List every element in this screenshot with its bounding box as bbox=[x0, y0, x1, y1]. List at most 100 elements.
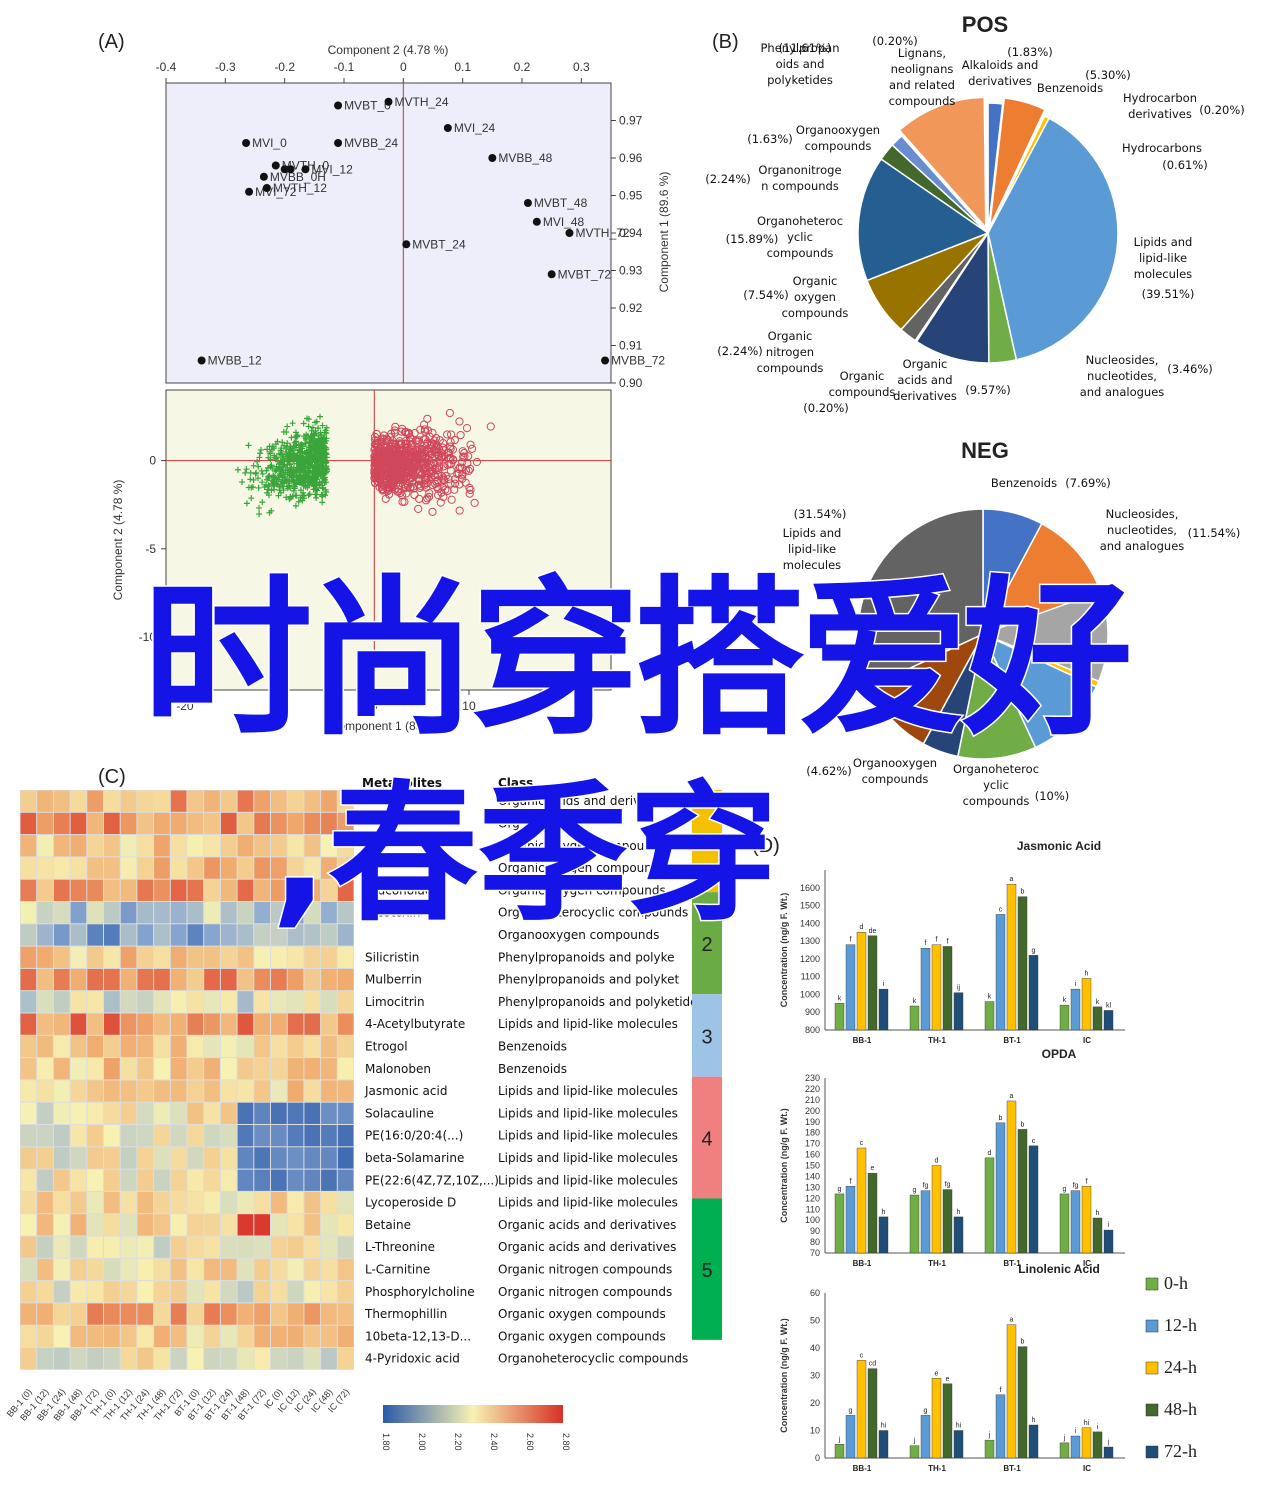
heatmap-cell bbox=[220, 1080, 237, 1102]
bar bbox=[1070, 1435, 1081, 1459]
heatmap-cell bbox=[20, 790, 37, 812]
bar bbox=[1017, 1129, 1028, 1254]
heatmap-cell bbox=[154, 812, 170, 835]
heatmap-column-labels: BB-1 (0)BB-1 (12)BB-1 (24)BB-1 (48)BB-1 … bbox=[5, 1387, 352, 1423]
heatmap-cell bbox=[337, 1325, 354, 1347]
heatmap-cluster-bar bbox=[692, 1076, 722, 1199]
heatmap-cell bbox=[170, 1281, 187, 1303]
heatmap-cell bbox=[321, 879, 337, 901]
heatmap-cell bbox=[271, 968, 287, 991]
heatmap-cell bbox=[70, 857, 87, 879]
heatmap-cell bbox=[321, 924, 337, 946]
heatmap-cell bbox=[187, 924, 204, 946]
bar-letter: h bbox=[882, 1209, 886, 1216]
heatmap-cell bbox=[170, 1191, 187, 1214]
heatmap-header-class: Class bbox=[498, 776, 533, 790]
pie-label: lipid-like bbox=[1139, 251, 1187, 265]
heatmap-cell bbox=[137, 790, 154, 812]
a-bot-circle-point bbox=[422, 483, 431, 492]
a-bot-circle-point bbox=[445, 408, 454, 418]
a-bot-plus-point bbox=[312, 475, 319, 482]
a-bot-circle-point bbox=[461, 478, 470, 487]
heatmap-cell bbox=[37, 1191, 53, 1214]
heatmap-cell bbox=[120, 1303, 137, 1325]
a-bot-circle-point bbox=[381, 443, 390, 452]
heatmap-cell bbox=[37, 1236, 53, 1258]
heatmap-cell bbox=[337, 902, 354, 924]
a-top-point bbox=[547, 270, 556, 279]
bar-ytick-label: 1400 bbox=[800, 918, 820, 928]
a-top-point bbox=[242, 139, 251, 147]
heatmap-cell bbox=[321, 1080, 337, 1102]
a-bot-plus-point bbox=[304, 458, 311, 465]
pie-label: nitrogen bbox=[766, 345, 814, 359]
bar-letter: fg bbox=[945, 1182, 951, 1189]
heatmap-cell bbox=[70, 879, 87, 901]
colorbar-tick-label: 2.00 bbox=[417, 1433, 427, 1451]
bar-ytick-label: 180 bbox=[805, 1128, 820, 1138]
heatmap-cell bbox=[287, 790, 304, 812]
bar-letter: h bbox=[957, 1209, 961, 1216]
heatmap-cell bbox=[170, 1169, 187, 1191]
a-bot-plus-point bbox=[321, 429, 328, 436]
a-bot-plus-point bbox=[289, 420, 296, 427]
heatmap-cell bbox=[187, 790, 204, 812]
a-bot-circle-point bbox=[460, 448, 469, 458]
a-bot-circle-point bbox=[434, 491, 443, 500]
heatmap-cell bbox=[237, 991, 254, 1013]
heatmap-cell bbox=[137, 1058, 154, 1080]
heatmap-cell bbox=[53, 1125, 70, 1147]
bar-letter: f bbox=[947, 938, 949, 945]
heatmap-cell bbox=[204, 1169, 220, 1191]
a-bot-plus-point bbox=[296, 479, 303, 486]
heatmap-cell bbox=[321, 968, 337, 991]
a-bot-plus-point bbox=[242, 469, 249, 476]
heatmap-cell bbox=[204, 1303, 220, 1325]
bar-letter: d bbox=[988, 1150, 992, 1157]
a-top-point-label: MVBB_12 bbox=[208, 354, 262, 368]
heatmap-cell bbox=[170, 1058, 187, 1080]
heatmap-cell bbox=[321, 835, 337, 857]
a-bot-plus-point bbox=[254, 458, 261, 465]
a-top-xtick-label: 0 bbox=[400, 60, 407, 74]
a-top-point bbox=[271, 161, 280, 170]
a-bot-circle-point bbox=[411, 436, 420, 445]
pie-label: derivatives bbox=[893, 389, 957, 403]
bar-ytick-label: 70 bbox=[810, 1248, 820, 1258]
heatmap-cell bbox=[220, 1191, 237, 1214]
a-bot-circle-point bbox=[460, 452, 469, 462]
bar-letter: a bbox=[1010, 1317, 1014, 1324]
heatmap-cell bbox=[154, 1325, 170, 1347]
heatmap-cell bbox=[20, 1214, 37, 1236]
a-bot-plus-point bbox=[305, 492, 312, 499]
a-bot-circle-point bbox=[404, 428, 414, 438]
heatmap-cell bbox=[170, 1236, 187, 1258]
heatmap-cell bbox=[20, 1258, 37, 1281]
pie-percent: (31.54%) bbox=[794, 507, 847, 521]
heatmap-cell bbox=[137, 812, 154, 835]
heatmap-cell bbox=[154, 879, 170, 901]
bar bbox=[931, 1165, 942, 1254]
heatmap-cell bbox=[20, 1102, 37, 1124]
bar bbox=[1006, 884, 1017, 1031]
heatmap-cell bbox=[287, 1281, 304, 1303]
a-bot-plus-point bbox=[279, 480, 286, 487]
a-bot-circle-point bbox=[440, 451, 449, 460]
heatmap-metabolite-label: 4-Acetylbutyrate bbox=[365, 1017, 465, 1031]
bar-ylabel: Concentration (ng/g F. Wt.) bbox=[779, 1318, 789, 1432]
heatmap-cell bbox=[237, 1348, 254, 1370]
a-bot-xlabel: Component 1 (89.6 %) bbox=[330, 719, 451, 733]
heatmap-cell bbox=[120, 879, 137, 901]
heatmap-cell bbox=[154, 946, 170, 968]
heatmap-cell bbox=[53, 1214, 70, 1236]
heatmap-cell bbox=[20, 1147, 37, 1169]
a-bot-plus-point bbox=[264, 446, 271, 453]
pie-label: polyketides bbox=[767, 73, 833, 87]
bar bbox=[909, 1005, 920, 1031]
heatmap-cell bbox=[87, 1147, 103, 1169]
a-bot-plus-point bbox=[283, 445, 290, 452]
bar-category-label: BB-1 bbox=[853, 1036, 872, 1045]
a-bot-plus-point bbox=[318, 438, 325, 445]
heatmap-cell bbox=[137, 902, 154, 924]
heatmap-cell bbox=[271, 1214, 287, 1236]
